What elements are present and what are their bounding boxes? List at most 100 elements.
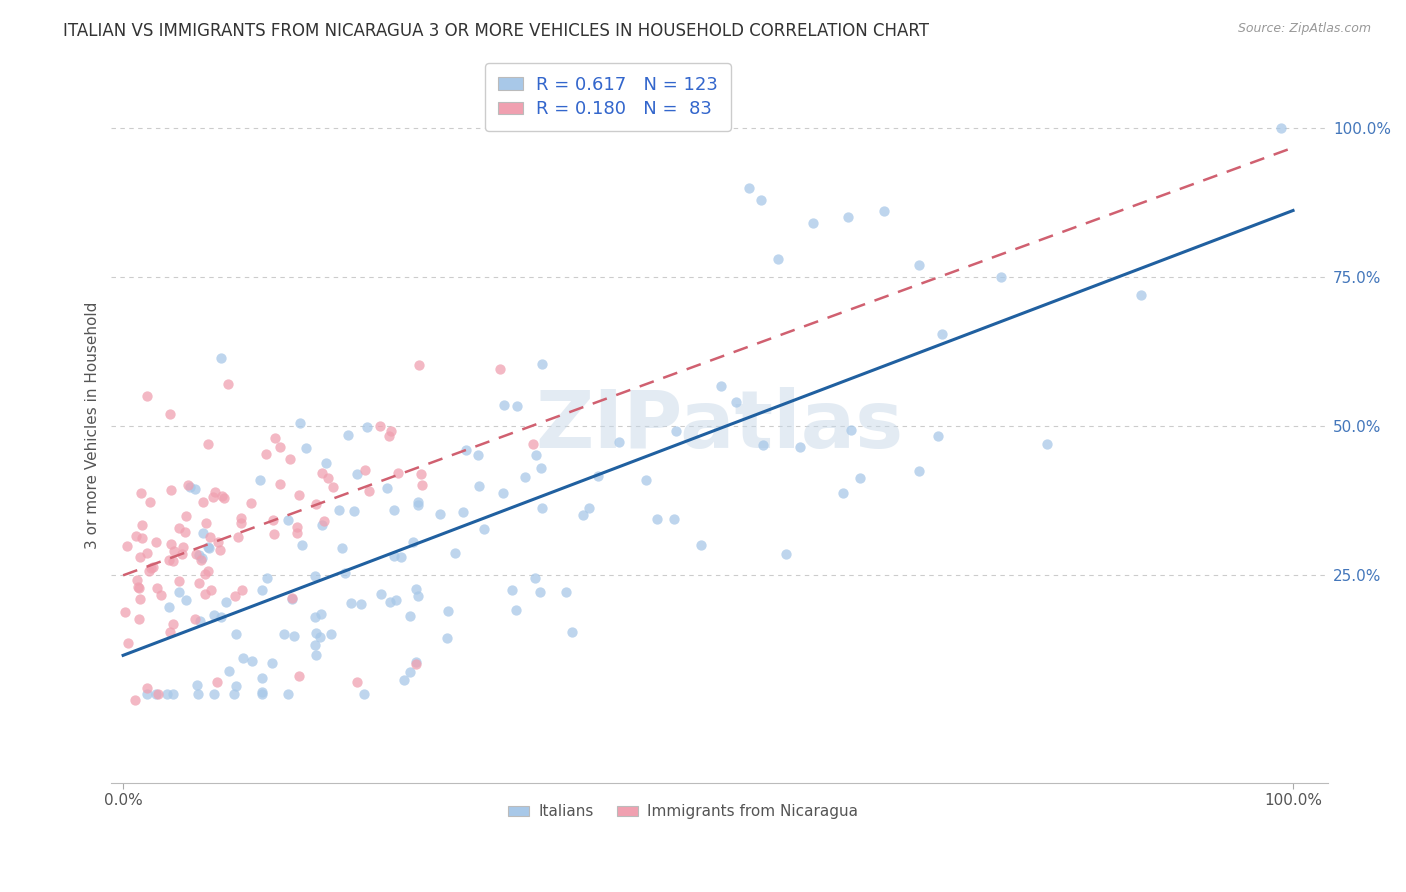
Point (849, 470, 872, 484)
Point (142, 560, 165, 574)
Point (162, 687, 184, 701)
Point (346, 467, 368, 481)
Point (204, 485, 226, 500)
Point (429, 507, 451, 521)
Point (333, 566, 356, 581)
Point (1036, 437, 1059, 451)
Point (305, 648, 328, 662)
Point (662, 512, 685, 526)
Point (231, 510, 253, 524)
Point (837, 211, 859, 225)
Point (256, 571, 278, 585)
Point (529, 585, 551, 599)
Point (277, 513, 299, 527)
Point (330, 541, 353, 555)
Point (167, 574, 190, 588)
Point (157, 553, 180, 567)
Point (278, 451, 301, 466)
Point (160, 483, 183, 497)
Point (114, 606, 136, 620)
Point (489, 362, 512, 376)
Point (561, 625, 583, 640)
Point (304, 569, 326, 583)
Point (190, 614, 212, 628)
Point (474, 522, 496, 536)
Point (370, 418, 392, 433)
Point (131, 532, 153, 546)
Point (586, 468, 609, 483)
Point (202, 687, 225, 701)
Point (162, 616, 184, 631)
Text: Source: ZipAtlas.com: Source: ZipAtlas.com (1237, 22, 1371, 36)
Point (136, 687, 159, 701)
Point (224, 687, 246, 701)
Point (173, 524, 195, 539)
Point (399, 665, 422, 680)
Point (665, 424, 688, 438)
Point (801, 216, 824, 230)
Point (399, 609, 422, 624)
Point (931, 326, 953, 341)
Point (167, 585, 190, 599)
Point (202, 608, 225, 623)
Point (501, 582, 523, 597)
Point (194, 516, 217, 531)
Point (194, 566, 217, 581)
Point (263, 527, 285, 541)
Point (150, 588, 173, 602)
Point (128, 549, 150, 564)
Point (148, 687, 170, 701)
Point (634, 473, 657, 487)
Point (467, 448, 489, 462)
Point (287, 669, 309, 683)
Point (117, 636, 139, 650)
Point (454, 442, 477, 457)
Point (194, 586, 217, 600)
Point (129, 486, 152, 500)
Point (138, 564, 160, 578)
Point (229, 516, 252, 531)
Point (290, 538, 312, 552)
Point (201, 490, 224, 504)
Point (172, 548, 194, 562)
Point (127, 580, 149, 594)
Point (197, 437, 219, 451)
Point (839, 423, 862, 437)
Point (262, 513, 284, 527)
Point (402, 534, 425, 549)
Point (738, 180, 761, 194)
Point (184, 482, 207, 496)
Point (378, 595, 401, 609)
Point (775, 547, 797, 561)
Point (167, 521, 190, 535)
Point (186, 547, 208, 561)
Point (264, 431, 287, 445)
Point (269, 477, 291, 491)
Point (382, 549, 405, 563)
Point (494, 398, 516, 412)
Point (172, 540, 194, 554)
Point (309, 630, 332, 644)
Point (209, 351, 232, 365)
Point (240, 496, 263, 510)
Point (872, 204, 894, 219)
Point (283, 628, 305, 642)
Point (321, 627, 343, 641)
Point (405, 655, 427, 669)
Point (411, 478, 433, 492)
Point (768, 252, 790, 266)
Point (832, 486, 855, 500)
Point (141, 561, 163, 575)
Point (312, 514, 335, 528)
Point (124, 692, 146, 706)
Point (340, 596, 363, 610)
Point (156, 687, 179, 701)
Point (316, 471, 339, 485)
Point (522, 436, 544, 450)
Point (311, 607, 333, 622)
Point (218, 664, 240, 678)
Point (187, 687, 209, 701)
Point (311, 466, 333, 480)
Point (208, 543, 231, 558)
Point (406, 499, 429, 513)
